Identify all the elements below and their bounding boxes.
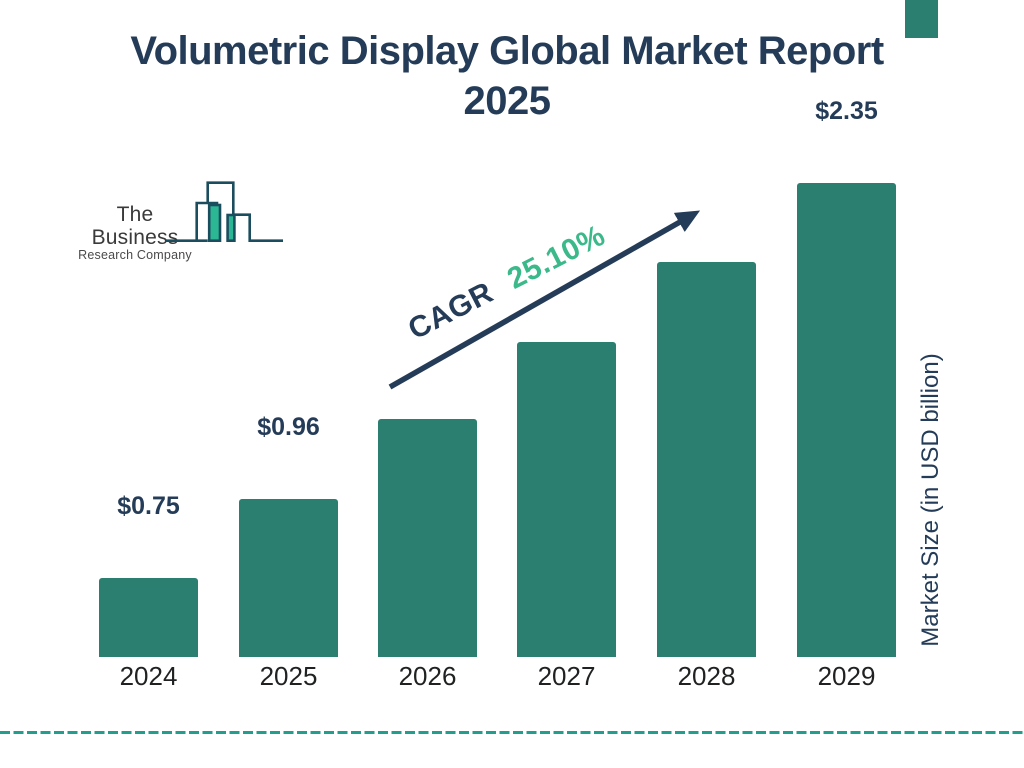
x-axis-label-2028: 2028 [677, 661, 736, 691]
bar-chart-logo-icon [166, 181, 283, 243]
x-axis-label-2029: 2029 [817, 661, 876, 691]
logo-text-primary: The Business [91, 203, 179, 249]
cagr-annotation: CAGR 25.10% [403, 219, 611, 347]
value-label-2029: $2.35billion [815, 93, 878, 130]
bar-2027 [517, 342, 616, 657]
x-axis-label-2024: 2024 [119, 661, 178, 691]
corner-accent-block [905, 0, 938, 38]
bar-2025 [239, 499, 338, 657]
bar-2028 [657, 262, 756, 657]
value-amount: $0.96 [257, 413, 320, 441]
y-axis-title: Market Size (in USD billion) [917, 353, 944, 647]
value-amount: $0.75 [117, 492, 180, 520]
x-axis-label-2027: 2027 [537, 661, 596, 691]
bar-2029 [797, 183, 896, 657]
title-line-1: Volumetric Display Global Market Report [130, 29, 884, 73]
bar-2026 [378, 419, 477, 657]
bar-2024 [99, 578, 198, 657]
value-label-2024: $0.75billion [117, 488, 180, 525]
title-line-2: 2025 [463, 79, 551, 123]
cagr-value: 25.10% [502, 218, 611, 296]
brand-logo-text: The Business Research Company [72, 203, 198, 262]
page-title: Volumetric Display Global Market Report … [0, 26, 1014, 126]
value-amount: $2.35 [815, 97, 878, 125]
x-axis-label-2025: 2025 [259, 661, 318, 691]
value-label-2025: $0.96billion [257, 409, 320, 446]
x-axis-label-2026: 2026 [398, 661, 457, 691]
bottom-divider-line [0, 731, 1024, 734]
logo-text-secondary: Research Company [78, 248, 192, 262]
cagr-label: CAGR [403, 275, 499, 347]
